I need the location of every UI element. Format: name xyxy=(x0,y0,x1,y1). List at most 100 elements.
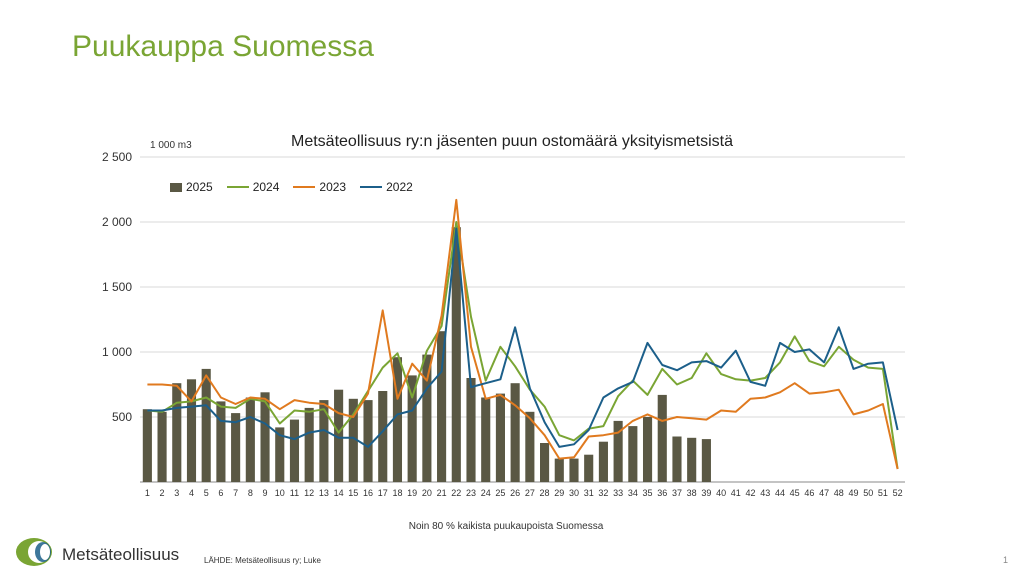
bar-2025 xyxy=(304,407,314,482)
bar-2025 xyxy=(525,411,535,482)
x-tick-label: 3 xyxy=(174,488,179,498)
bar-2025 xyxy=(142,409,152,482)
bar-2025 xyxy=(348,398,358,482)
x-tick-label: 46 xyxy=(804,488,814,498)
x-tick-label: 52 xyxy=(893,488,903,498)
x-tick-label: 11 xyxy=(290,488,299,498)
x-tick-label: 27 xyxy=(525,488,535,498)
bar-2025 xyxy=(201,368,211,482)
legend-swatch-2025 xyxy=(170,182,182,192)
bar-2025 xyxy=(613,420,623,482)
bar-2025 xyxy=(392,357,403,482)
bar-2025 xyxy=(260,392,270,482)
legend-item-2023: 2023 xyxy=(293,180,346,194)
bar-2025 xyxy=(289,419,300,482)
x-tick-label: 28 xyxy=(540,488,550,498)
bar-2025 xyxy=(245,397,255,482)
bar-2025 xyxy=(319,400,329,482)
x-tick-label: 42 xyxy=(746,488,756,498)
x-tick-label: 33 xyxy=(613,488,623,498)
bar-2025 xyxy=(334,389,344,482)
bar-2025 xyxy=(231,413,241,482)
bar-2025 xyxy=(275,427,285,482)
legend-item-2022: 2022 xyxy=(360,180,413,194)
x-tick-label: 25 xyxy=(495,488,505,498)
x-axis-label: Noin 80 % kaikista puukaupoista Suomessa xyxy=(408,521,604,532)
x-tick-label: 34 xyxy=(628,488,638,498)
x-tick-label: 38 xyxy=(687,488,697,498)
x-tick-label: 51 xyxy=(878,488,888,498)
bar-2025 xyxy=(437,331,447,482)
line-2022 xyxy=(147,227,899,448)
legend-label-2024: 2024 xyxy=(252,180,280,194)
line-2023 xyxy=(147,198,899,470)
legend-label-2022: 2022 xyxy=(386,180,413,194)
x-tick-label: 10 xyxy=(275,488,285,498)
x-tick-label: 15 xyxy=(348,488,358,498)
x-tick-label: 8 xyxy=(248,488,253,498)
y-tick-label: 1 500 xyxy=(102,280,132,294)
legend-swatch-2022 xyxy=(360,186,383,188)
x-tick-label: 32 xyxy=(598,488,608,498)
x-tick-label: 21 xyxy=(437,488,447,498)
bar-2025 xyxy=(554,458,564,482)
legend-swatch-2023 xyxy=(293,186,316,188)
x-tick-label: 47 xyxy=(819,488,829,498)
bar-2025 xyxy=(687,437,697,482)
bar-2025 xyxy=(378,391,388,482)
x-tick-label: 26 xyxy=(510,488,520,498)
x-tick-label: 43 xyxy=(760,488,770,498)
x-tick-label: 40 xyxy=(716,488,726,498)
legend-label-2023: 2023 xyxy=(319,180,347,194)
y-tick-label: 2 000 xyxy=(102,215,132,229)
x-tick-label: 36 xyxy=(657,488,667,498)
metsateollisuus-logo-icon xyxy=(16,538,52,566)
x-tick-label: 4 xyxy=(189,488,194,498)
chart-legend: 2025 2024 2023 2022 xyxy=(170,180,413,194)
x-tick-label: 2 xyxy=(160,488,165,498)
x-tick-label: 14 xyxy=(334,488,344,498)
x-tick-label: 49 xyxy=(849,488,859,498)
bar-2025 xyxy=(642,417,653,482)
y-tick-label: 2 500 xyxy=(102,150,132,164)
x-tick-label: 50 xyxy=(863,488,873,498)
slide-title: Puukauppa Suomessa xyxy=(72,30,374,63)
bar-2025 xyxy=(569,458,579,482)
legend-label-2025: 2025 xyxy=(186,180,213,194)
bar-2025 xyxy=(628,426,638,482)
bar-2025 xyxy=(495,393,505,482)
line-2024 xyxy=(147,221,899,470)
chart-title: Metsäteollisuus ry:n jäsenten puun ostom… xyxy=(291,133,733,150)
legend-swatch-2024 xyxy=(226,186,249,188)
x-tick-label: 20 xyxy=(422,488,432,498)
page-number: 1 xyxy=(1002,555,1008,565)
bar-2025 xyxy=(216,401,226,482)
bar-2025 xyxy=(701,439,711,482)
bar-2025 xyxy=(186,379,197,482)
legend-item-2024: 2024 xyxy=(226,180,280,194)
x-tick-label: 29 xyxy=(554,488,564,498)
x-tick-label: 23 xyxy=(466,488,476,498)
legend-item-2025: 2025 xyxy=(170,180,213,194)
bar-2025 xyxy=(657,394,667,482)
y-unit-label: 1 000 m3 xyxy=(150,140,192,151)
x-tick-label: 39 xyxy=(701,488,711,498)
bar-2025 xyxy=(157,411,167,482)
bar-2025 xyxy=(407,375,417,482)
x-tick-label: 13 xyxy=(319,488,329,498)
source-note: LÄHDE: Metsäteollisuus ry; Luke xyxy=(204,556,321,565)
x-tick-label: 35 xyxy=(643,488,653,498)
bar-2025 xyxy=(481,397,491,482)
x-tick-label: 12 xyxy=(304,488,314,498)
x-tick-label: 9 xyxy=(263,488,268,498)
x-tick-label: 16 xyxy=(363,488,373,498)
bar-2025 xyxy=(598,441,608,482)
x-tick-label: 24 xyxy=(481,488,491,498)
y-tick-label: 500 xyxy=(112,410,132,424)
x-tick-label: 45 xyxy=(790,488,800,498)
bar-2025 xyxy=(672,436,682,482)
x-tick-label: 30 xyxy=(569,488,579,498)
bar-2025 xyxy=(584,454,594,482)
x-tick-label: 48 xyxy=(834,488,844,498)
